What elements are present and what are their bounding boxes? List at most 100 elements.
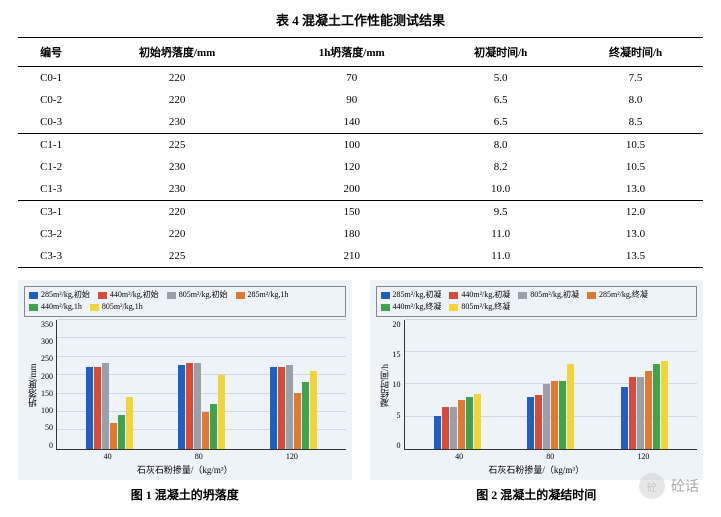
legend-label: 440m²/kg,初始 (110, 290, 159, 300)
bar (210, 404, 217, 449)
table-title: 表 4 混凝土工作性能测试结果 (18, 10, 703, 29)
plot-area (404, 320, 698, 450)
table-cell: 13.5 (568, 245, 703, 268)
bar (178, 365, 185, 449)
bar (218, 375, 225, 449)
table-cell: 7.5 (568, 67, 703, 90)
table-cell: 13.0 (568, 223, 703, 245)
bar (567, 364, 574, 449)
legend-item: 285m²/kg,初始 (29, 290, 90, 300)
table-row: C3-222018011.013.0 (18, 223, 703, 245)
legend-item: 440m²/kg,初始 (98, 290, 159, 300)
table-cell: C3-1 (18, 201, 84, 224)
table-cell: 230 (84, 156, 270, 178)
table-cell: 6.5 (433, 111, 568, 134)
table-cell: 11.0 (433, 245, 568, 268)
bar (278, 367, 285, 449)
table-row: C1-22301208.210.5 (18, 156, 703, 178)
bar (450, 407, 457, 449)
grid-line (57, 337, 346, 338)
table-cell: 180 (270, 223, 433, 245)
bar (102, 363, 109, 448)
bar (535, 395, 542, 448)
bar (458, 400, 465, 449)
table-row: C0-1220705.07.5 (18, 67, 703, 90)
y-tick: 250 (41, 354, 53, 363)
y-ticks: 20151050 (393, 320, 404, 450)
legend-item: 805m²/kg,1h (90, 302, 143, 312)
table-header-cell: 初始坍落度/mm (84, 38, 270, 67)
y-axis-label: 凝结时间/h (376, 320, 393, 450)
chart2-caption: 图 2 混凝土的凝结时间 (476, 486, 596, 503)
table-header-cell: 1h坍落度/mm (270, 38, 433, 67)
table-cell: 225 (84, 245, 270, 268)
table-cell: 220 (84, 67, 270, 90)
table-cell: 100 (270, 134, 433, 157)
x-tick: 120 (637, 452, 649, 461)
y-tick: 10 (393, 380, 401, 389)
legend-item: 805m²/kg,初凝 (518, 290, 579, 300)
table-cell: 8.0 (433, 134, 568, 157)
bar (86, 367, 93, 449)
grid-line (405, 319, 698, 320)
x-tick: 40 (104, 452, 112, 461)
legend-label: 805m²/kg,终凝 (461, 302, 510, 312)
y-tick: 0 (397, 441, 401, 450)
table-cell: 200 (270, 178, 433, 201)
bar-group (178, 363, 225, 448)
legend-label: 285m²/kg,初凝 (393, 290, 442, 300)
y-tick: 5 (397, 411, 401, 420)
legend-label: 440m²/kg,1h (41, 302, 82, 312)
bar (543, 384, 550, 449)
bar (629, 377, 636, 449)
x-tick: 80 (195, 452, 203, 461)
chart2-panel: 285m²/kg,初凝440m²/kg,初凝805m²/kg,初凝285m²/k… (370, 280, 704, 503)
table-header-cell: 终凝时间/h (568, 38, 703, 67)
y-tick: 200 (41, 372, 53, 381)
legend-swatch (381, 304, 390, 311)
chart-legend: 285m²/kg,初始 440m²/kg,初始 805m²/kg,初始 285m²/k… (24, 286, 346, 317)
chart1-panel: 285m²/kg,初始 440m²/kg,初始 805m²/kg,初始 285m²/k… (18, 280, 352, 503)
x-tick: 40 (455, 452, 463, 461)
x-axis-label: 石灰石粉掺量/（kg/m³） (24, 463, 346, 476)
bar (466, 397, 473, 449)
legend-item: 440m²/kg,终凝 (381, 302, 442, 312)
table-cell: 210 (270, 245, 433, 268)
x-ticks: 4080120 (408, 450, 698, 461)
bar (310, 371, 317, 449)
bar-group (527, 364, 574, 449)
chart1-caption: 图 1 混凝土的坍落度 (131, 486, 239, 503)
table-cell: 225 (84, 134, 270, 157)
bar (202, 412, 209, 449)
table-cell: 10.5 (568, 134, 703, 157)
table-cell: 220 (84, 223, 270, 245)
table-header-cell: 初凝时间/h (433, 38, 568, 67)
bar (186, 363, 193, 448)
legend-swatch (381, 292, 390, 299)
table-cell: 10.5 (568, 156, 703, 178)
legend-swatch (449, 292, 458, 299)
bar-group (86, 363, 133, 448)
bar (110, 423, 117, 449)
bar (621, 387, 628, 449)
table-cell: 11.0 (433, 223, 568, 245)
legend-swatch (449, 304, 458, 311)
legend-item: 285m²/kg,1h (236, 290, 289, 300)
table-cell: C1-2 (18, 156, 84, 178)
watermark: 砼 砼话 (639, 473, 699, 499)
bar (126, 397, 133, 449)
legend-item: 285m²/kg,终凝 (587, 290, 648, 300)
table-cell: 120 (270, 156, 433, 178)
table-cell: 6.5 (433, 89, 568, 111)
table-cell: 70 (270, 67, 433, 90)
legend-label: 285m²/kg,终凝 (599, 290, 648, 300)
table-row: C3-12201509.512.0 (18, 201, 703, 224)
table-row: C0-32301406.58.5 (18, 111, 703, 134)
y-tick: 350 (41, 320, 53, 329)
bar (294, 393, 301, 449)
legend-label: 805m²/kg,初始 (179, 290, 228, 300)
bar (270, 367, 277, 449)
legend-label: 285m²/kg,初始 (41, 290, 90, 300)
grid-line (57, 356, 346, 357)
table-row: C0-2220906.58.0 (18, 89, 703, 111)
